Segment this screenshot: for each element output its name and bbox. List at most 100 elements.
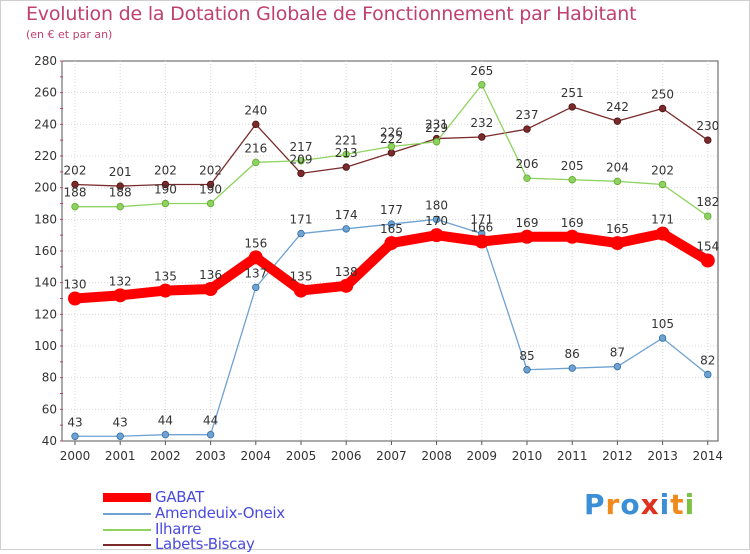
data-label: 217 (290, 140, 313, 154)
x-tick-label: 2013 (647, 449, 678, 463)
x-tick-label: 2002 (150, 449, 181, 463)
legend-swatch (103, 493, 151, 502)
data-label: 205 (561, 159, 584, 173)
data-point (342, 163, 350, 171)
data-label: 138 (335, 265, 358, 279)
data-label: 169 (516, 216, 539, 230)
proxiti-logo: Proxiti (584, 488, 695, 521)
y-tick-label: 120 (34, 307, 57, 321)
data-label: 229 (425, 121, 448, 135)
y-tick-label: 220 (34, 149, 57, 163)
x-tick-label: 2011 (557, 449, 588, 463)
x-tick-label: 2014 (693, 449, 724, 463)
y-tick-label: 240 (34, 117, 57, 131)
data-point (610, 236, 625, 251)
data-label: 202 (64, 164, 87, 178)
data-point (297, 169, 305, 178)
x-tick-label: 2005 (286, 449, 317, 463)
y-tick-label: 100 (34, 339, 57, 353)
data-point (523, 174, 531, 182)
x-tick-label: 2006 (331, 449, 362, 463)
data-label: 171 (290, 213, 313, 227)
data-label: 44 (203, 414, 218, 428)
data-label: 137 (244, 266, 267, 280)
data-point (339, 278, 354, 293)
x-tick-label: 2004 (241, 449, 272, 463)
data-label: 169 (561, 216, 584, 230)
data-label: 132 (109, 274, 132, 288)
x-tick-label: 2001 (105, 449, 136, 463)
data-point (161, 430, 170, 439)
data-point (206, 180, 215, 189)
data-label: 232 (470, 116, 493, 130)
data-point (252, 120, 260, 129)
y-tick-label: 160 (34, 244, 57, 258)
y-tick-label: 80 (42, 371, 57, 385)
data-label: 188 (109, 186, 132, 200)
data-point (71, 202, 79, 211)
data-point (387, 149, 396, 157)
data-label: 222 (380, 132, 403, 146)
data-label: 82 (700, 354, 715, 368)
x-tick-label: 2008 (421, 449, 452, 463)
logo-letter: i (684, 488, 696, 521)
data-label: 226 (380, 126, 403, 140)
data-point (658, 180, 667, 189)
y-tick-label: 140 (34, 276, 57, 290)
legend-label: Amendeuix-Oneix (155, 504, 285, 522)
logo-letter: P (584, 488, 606, 521)
data-point (432, 215, 441, 224)
data-label: 242 (606, 100, 629, 114)
data-label: 237 (516, 108, 539, 122)
x-tick-label: 2007 (376, 449, 407, 463)
data-label: 202 (651, 164, 674, 178)
y-tick-label: 180 (34, 212, 57, 226)
data-point (116, 202, 124, 211)
logo-letter: t (670, 488, 685, 521)
legend-swatch (103, 544, 151, 546)
data-label: 265 (470, 64, 493, 78)
data-point (704, 212, 712, 220)
chart-title: Evolution de la Dotation Globale de Fonc… (26, 3, 637, 25)
data-label: 165 (380, 222, 403, 236)
data-point (384, 236, 399, 251)
data-label: 209 (290, 152, 313, 166)
data-label: 44 (158, 414, 173, 428)
data-label: 86 (565, 347, 580, 361)
data-label: 165 (606, 222, 629, 236)
data-label: 182 (696, 195, 719, 209)
logo-letter: x (640, 488, 660, 521)
data-label: 171 (470, 213, 493, 227)
y-tick-label: 40 (42, 434, 57, 448)
legend-swatch (103, 529, 151, 531)
data-point (161, 199, 170, 208)
data-point (297, 157, 305, 165)
data-label: 201 (109, 165, 132, 179)
y-tick-label: 280 (34, 54, 57, 68)
data-point (704, 370, 712, 379)
y-tick-label: 260 (34, 86, 57, 100)
data-point (113, 288, 128, 303)
data-label: 171 (651, 213, 674, 227)
data-label: 166 (470, 221, 493, 235)
data-point (658, 334, 667, 342)
data-label: 130 (64, 278, 87, 292)
data-point (342, 225, 350, 233)
x-tick-label: 2000 (60, 449, 91, 463)
data-label: 188 (64, 186, 87, 200)
data-label: 85 (519, 349, 534, 363)
data-label: 43 (113, 415, 128, 429)
data-label: 154 (696, 240, 719, 254)
data-label: 204 (606, 160, 629, 174)
data-label: 231 (425, 118, 448, 132)
data-point (429, 228, 444, 243)
data-label: 230 (696, 119, 719, 133)
data-label: 180 (425, 198, 448, 212)
x-tick-label: 2010 (512, 449, 543, 463)
data-point (116, 432, 124, 440)
data-label: 206 (516, 157, 539, 171)
legend-swatch (103, 513, 151, 515)
data-label: 174 (335, 208, 358, 222)
data-label: 170 (425, 214, 448, 228)
